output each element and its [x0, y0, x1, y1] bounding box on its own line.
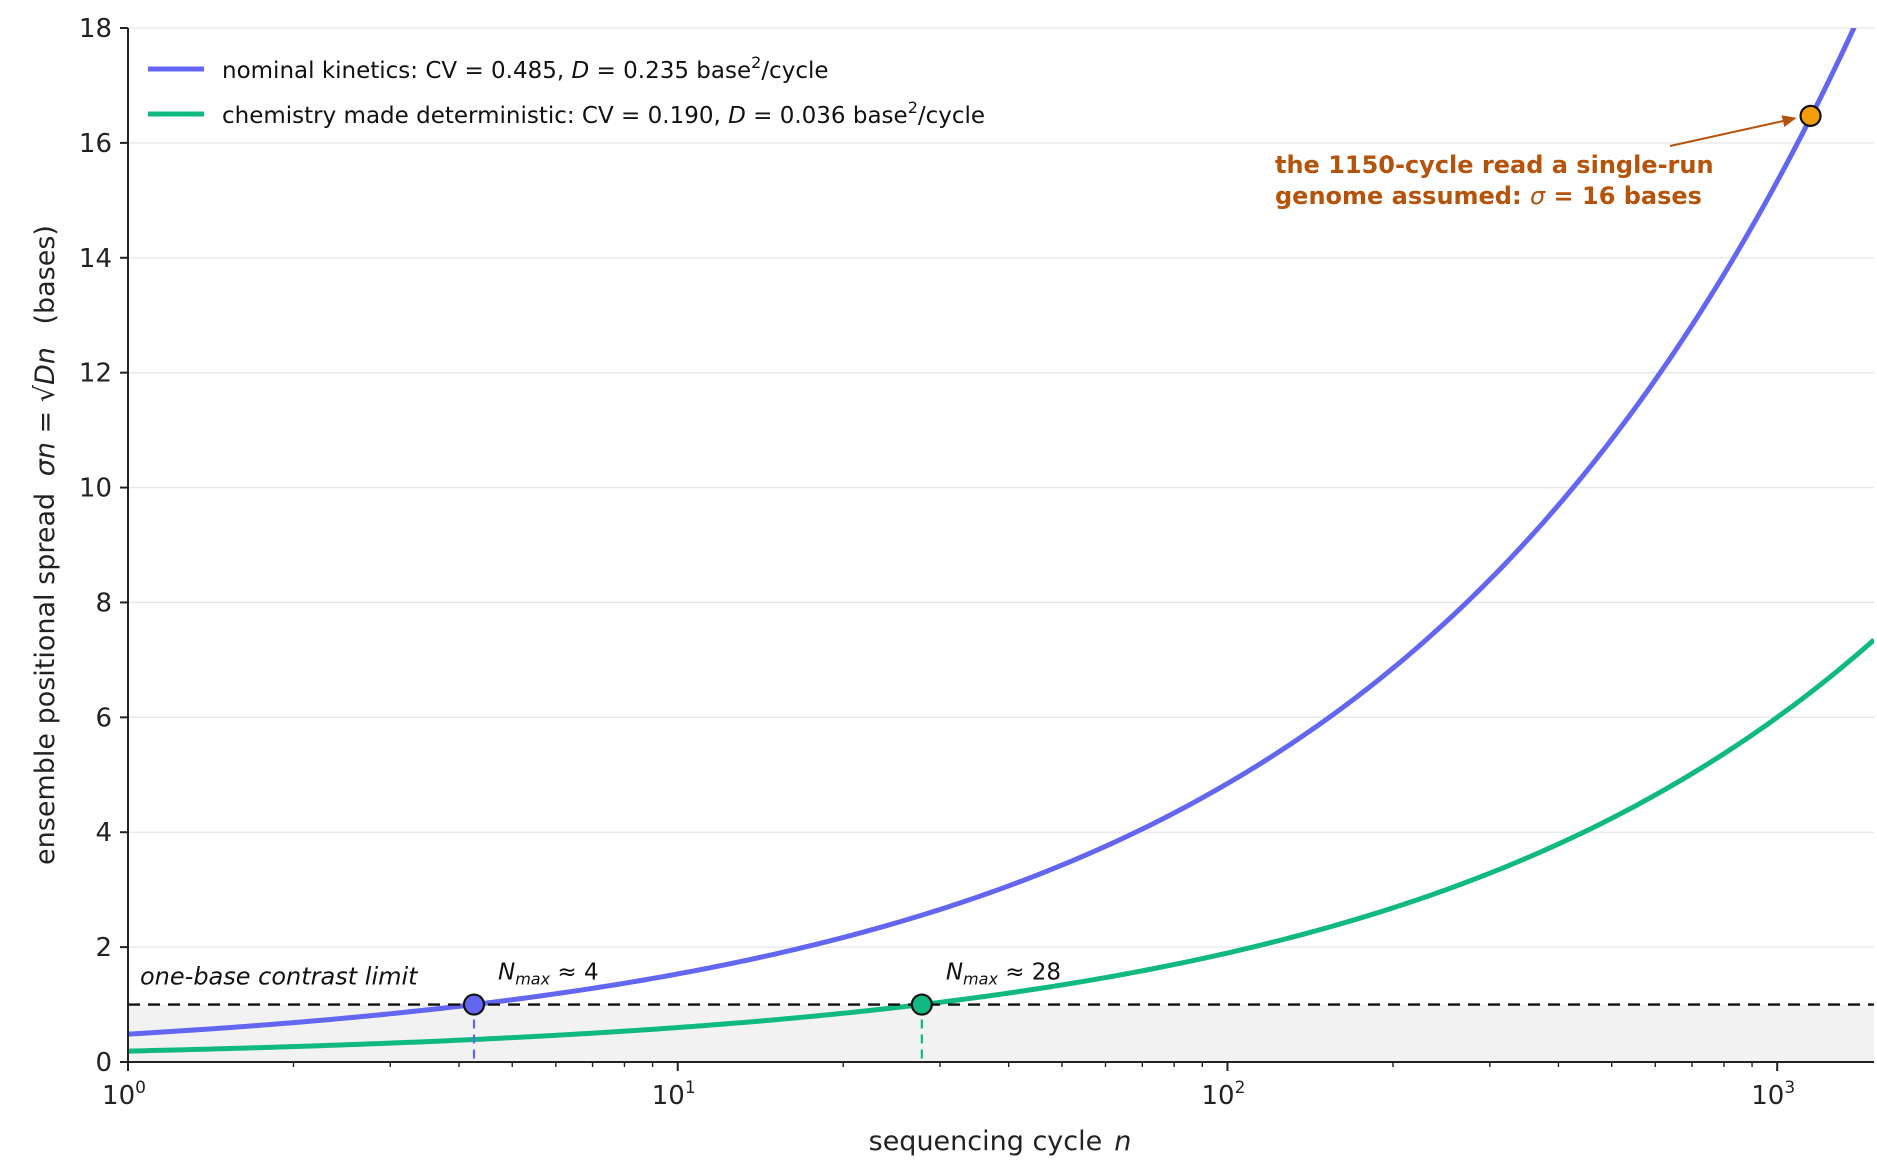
y-axis-title: ensemble positional spread σn = √Dn (bas… — [30, 225, 61, 865]
annotation-point — [1799, 104, 1822, 127]
series-line-nominal — [128, 28, 1857, 1037]
y-axis-title-text: ensemble positional spread — [30, 493, 61, 865]
y-tick-label-16: 16 — [79, 129, 112, 159]
crossing-label-0: Nmax ≈ 4 — [498, 960, 599, 989]
legend-label-nominal: nominal kinetics: CV = 0.485, D = 0.235 … — [222, 53, 829, 84]
x-tick-label-2: 102 — [1202, 1078, 1246, 1111]
y-tick-label-8: 8 — [95, 588, 112, 618]
x-axis-title-var: n — [1114, 1126, 1131, 1157]
x-axis-title-text: sequencing cycle — [869, 1126, 1103, 1157]
crossing-marker-0 — [462, 993, 486, 1016]
y-tick-label-0: 0 — [95, 1048, 112, 1078]
y-tick-label-14: 14 — [79, 244, 112, 274]
x-tick-label-3: 103 — [1751, 1078, 1795, 1111]
gridlines — [128, 27, 1874, 948]
annotation-text-line1: the 1150-cycle read a single-run — [1275, 151, 1714, 179]
y-tick-label-18: 18 — [79, 14, 112, 44]
annotation-text-line2: genome assumed: σ = 16 bases — [1275, 182, 1702, 210]
series-line-deterministic — [128, 637, 1874, 1054]
one-base-limit-label: one-base contrast limit — [140, 963, 419, 991]
y-tick-label-10: 10 — [79, 474, 112, 504]
crossing-label-1: Nmax ≈ 28 — [946, 960, 1061, 989]
y-axis-ticks: 0 2 4 6 8 10 12 14 16 18 — [79, 14, 128, 1078]
annotation-arrowhead — [1781, 115, 1797, 127]
series-layer — [128, 28, 1874, 1054]
below-limit-shaded-region — [128, 1004, 1874, 1062]
annotation-1150-cycle: the 1150-cycle read a single-run genome … — [1275, 104, 1822, 210]
y-axis-title-formula: σn = √Dn — [30, 347, 61, 476]
x-tick-label-1: 101 — [652, 1078, 696, 1111]
crossing-marker-1 — [910, 993, 933, 1016]
y-tick-label-6: 6 — [95, 703, 112, 733]
y-tick-label-2: 2 — [95, 933, 112, 963]
legend-label-deterministic: chemistry made deterministic: CV = 0.190… — [222, 98, 985, 129]
annotation-arrow — [1669, 119, 1788, 147]
y-axis-title-units: (bases) — [30, 225, 61, 325]
crossing-markers: Nmax ≈ 4 Nmax ≈ 28 — [462, 960, 1061, 1062]
legend: nominal kinetics: CV = 0.485, D = 0.235 … — [148, 53, 985, 129]
y-tick-label-12: 12 — [79, 359, 112, 389]
x-axis-title: sequencing cycle n — [869, 1126, 1132, 1157]
x-tick-label-0: 100 — [102, 1078, 146, 1111]
x-axis-ticks: 100 101 102 103 — [102, 1062, 1795, 1111]
svg-text:ensemble positional spread: ensemble positional spread σn = √Dn (bas… — [30, 225, 61, 865]
y-tick-label-4: 4 — [95, 818, 112, 848]
